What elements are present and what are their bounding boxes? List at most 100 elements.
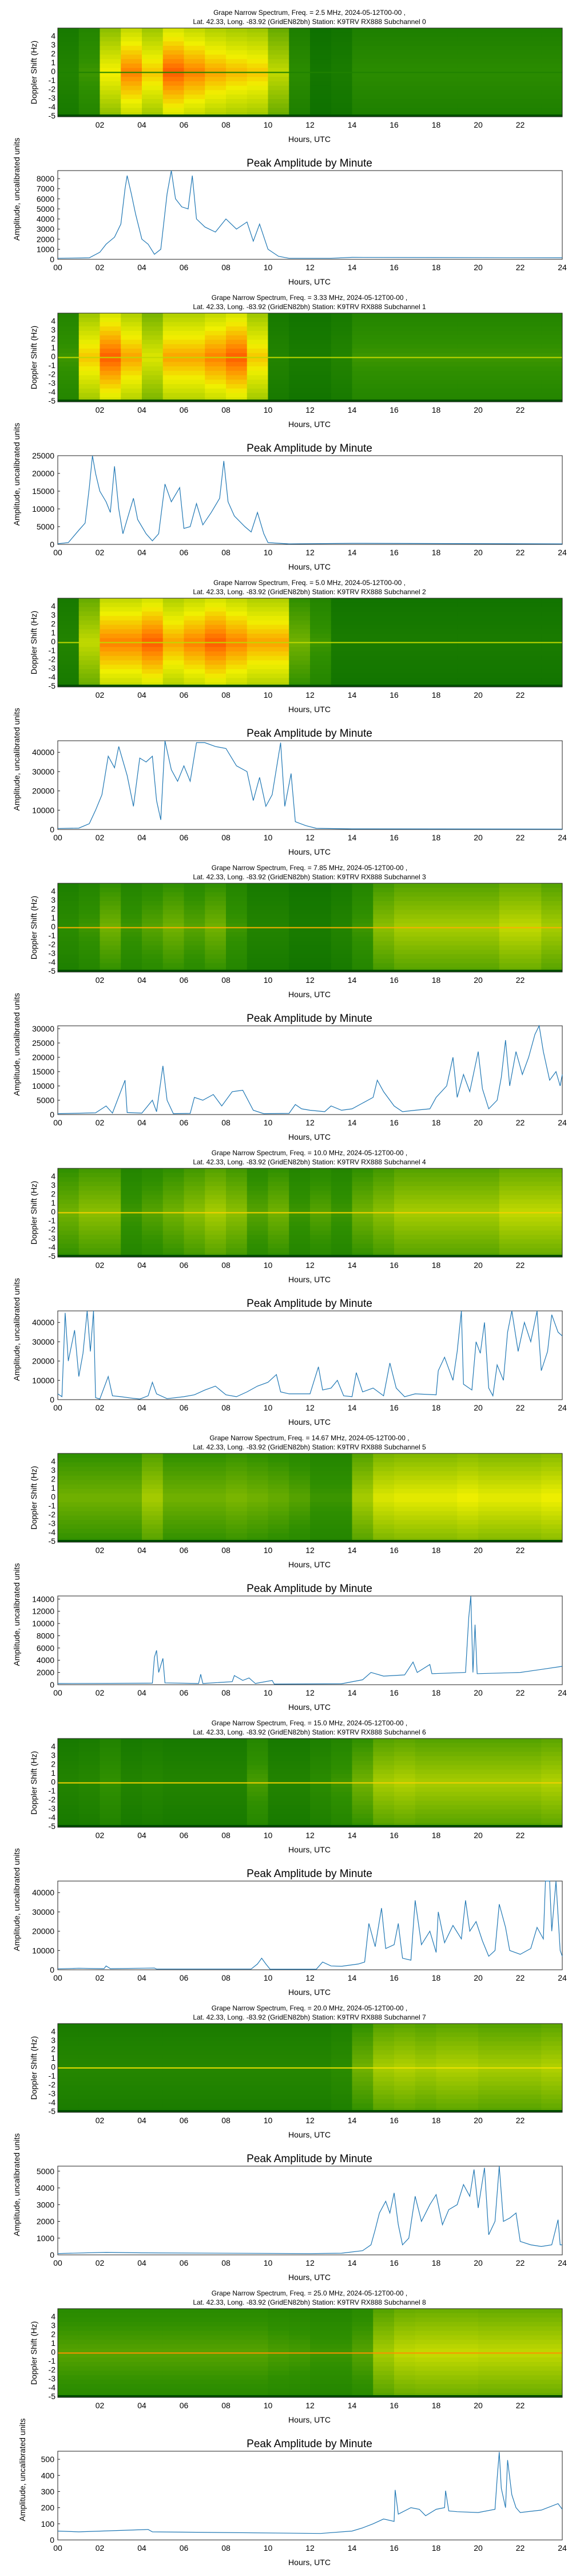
spectrogram-cell [394,634,416,639]
spectrogram-cell [478,32,500,37]
spectrogram-cell [415,1783,436,1788]
spectrogram-cell [100,1480,121,1485]
spectrogram-cell [162,892,184,897]
spectrogram-cell [394,77,416,82]
spectrogram-cell [205,2045,227,2050]
spectrogram-cell [226,1502,248,1507]
spectrogram-cell [373,2095,395,2100]
spectrogram-cell [100,2375,121,2380]
spectrogram-cell [184,313,205,318]
spectrogram-cell [100,2317,121,2322]
spectrogram-cell [162,2313,184,2318]
spectrogram-cell [394,1480,416,1485]
spectrogram-cell [289,77,311,82]
spectrogram-cell [457,1524,479,1530]
spectrogram-cell [121,1471,142,1476]
spectrogram-cell [415,2375,436,2380]
spectrogram-cell [394,1172,416,1178]
spectrogram-cell [520,2335,542,2340]
spectrogram-cell [78,81,100,86]
spectrogram-cell [268,919,289,924]
spectrum-xtick-label: 16 [390,120,399,129]
spectrum-xtick-label: 08 [221,2401,231,2410]
spectrogram-cell [121,335,142,340]
spectrogram-cell [289,1796,311,1801]
spectrogram-cell [162,37,184,42]
spectrum-ytick-label: 4 [51,602,55,611]
spectrogram-cell [121,901,142,906]
amplitude-ytick-label: 25000 [32,1038,54,1048]
spectrogram-cell [457,2353,479,2358]
spectrogram-cell [499,655,521,661]
spectrogram-cell [373,1453,395,1459]
spectrogram-cell [162,669,184,674]
spectrogram-cell [78,1796,100,1801]
spectrogram-cell [78,616,100,621]
spectrogram-cell [541,2077,563,2082]
spectrogram-cell [415,625,436,630]
spectrogram-cell [184,616,205,621]
spectrogram-cell [142,344,164,349]
spectrogram-cell [436,1756,458,1761]
spectrogram-cell [310,905,332,910]
spectrogram-cell [121,2059,142,2064]
spectrogram-cell [352,883,374,888]
amplitude-ytick-label: 400 [41,2471,55,2480]
spectrogram-cell [499,2384,521,2389]
spectrogram-cell [247,317,268,322]
spectrum-ytick-label: 1 [51,58,55,67]
spectrogram-cell [394,669,416,674]
spectrogram-cell [268,1783,289,1788]
spectrogram-cell [184,2322,205,2327]
spectrogram-cell [184,1800,205,1805]
spectrogram-cell [226,1796,248,1801]
spectrogram-cell [289,1792,311,1797]
spectrogram-cell [205,1792,227,1797]
spectrogram-cell [78,54,100,60]
spectrogram-cell [142,32,164,37]
spectrogram-cell [289,322,311,327]
spectrogram-cell [394,2344,416,2349]
spectrogram-cell [121,1533,142,1538]
spectrogram-cell [310,1493,332,1498]
spectrogram-cell [520,1783,542,1788]
spectrogram-cell [310,313,332,318]
spectrogram-cell [268,2063,289,2068]
spectrogram-cell [100,896,121,902]
spectrogram-cell [457,339,479,345]
amplitude-xtick-label: 16 [390,1403,399,1412]
panel-0: Grape Narrow Spectrum, Freq. = 2.5 MHz, … [12,9,567,286]
spectrogram-cell [100,905,121,910]
spectrogram-cell [100,1809,121,1815]
spectrogram-cell [78,602,100,607]
spectrogram-cell [289,1230,311,1235]
spectrogram-cell [415,642,436,647]
spectrogram-cell [436,68,458,73]
spectrogram-cell [457,2072,479,2077]
spectrogram-cell [331,326,352,331]
spectrogram-cell [162,72,184,77]
spectrogram-cell [226,384,248,389]
spectrogram-cell [268,1217,289,1222]
amplitude-xtick-label: 16 [390,1973,399,1982]
spectrogram-cell [352,1783,374,1788]
spectrogram-cell [268,1760,289,1765]
spectrogram-cell [162,1528,184,1534]
spectrogram-cell [247,2380,268,2385]
spectrogram-cell [415,883,436,888]
spectrogram-cell [184,322,205,327]
spectrogram-cell [373,647,395,652]
spectrogram-cell [58,2362,80,2367]
spectrogram-cell [184,2366,205,2371]
spectrogram-cell [499,362,521,367]
spectrogram-cell [310,958,332,963]
spectrogram-cell [205,2380,227,2385]
spectrogram-cell [310,1502,332,1507]
spectrogram-cell [415,1498,436,1503]
spectrogram-cell [247,1204,268,1209]
spectrogram-cell [268,678,289,683]
spectrogram-cell [142,1489,164,1494]
spectrogram-cell [541,598,563,603]
spectrogram-cell [331,81,352,86]
spectrogram-cell [457,37,479,42]
